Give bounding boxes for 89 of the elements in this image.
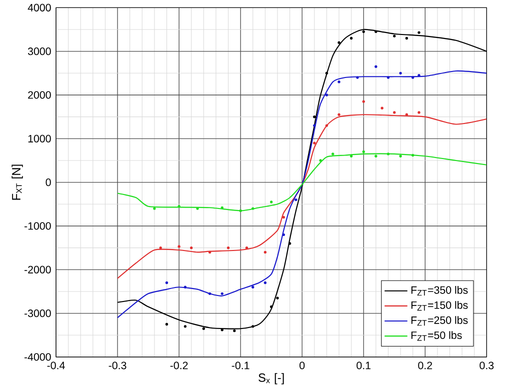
point bbox=[282, 233, 285, 236]
point bbox=[393, 34, 396, 38]
x-tick-label: 0.3 bbox=[480, 362, 494, 370]
point bbox=[220, 292, 224, 296]
point bbox=[184, 286, 187, 288]
point bbox=[178, 205, 180, 208]
y-tick-label: -2000 bbox=[24, 266, 51, 274]
point bbox=[362, 150, 365, 154]
point bbox=[178, 245, 180, 248]
point bbox=[184, 325, 187, 328]
point bbox=[264, 250, 267, 254]
point bbox=[220, 328, 224, 332]
point bbox=[313, 142, 316, 144]
point bbox=[208, 250, 212, 254]
point bbox=[356, 76, 359, 79]
point bbox=[153, 207, 156, 210]
legend-label: F$_{ZT}$=150 lbs bbox=[411, 301, 468, 311]
x-tick-label: -0.1 bbox=[232, 362, 250, 370]
point bbox=[165, 281, 168, 284]
point bbox=[374, 154, 378, 158]
x-tick-label: -0.2 bbox=[170, 362, 188, 370]
point bbox=[338, 113, 340, 116]
point bbox=[350, 36, 353, 40]
point bbox=[338, 80, 340, 84]
point bbox=[270, 200, 273, 204]
point bbox=[325, 94, 328, 96]
legend-label: F$_{ZT}$=50 lbs bbox=[411, 331, 462, 341]
x-tick-label: -0.4 bbox=[47, 362, 65, 370]
x-axis-title: S$_{x}$ [-] bbox=[258, 373, 284, 384]
point bbox=[362, 30, 365, 34]
point bbox=[411, 76, 414, 79]
point bbox=[386, 152, 390, 156]
point bbox=[165, 322, 168, 326]
point bbox=[393, 111, 396, 114]
point bbox=[245, 246, 248, 250]
point bbox=[374, 65, 378, 68]
point bbox=[202, 327, 205, 330]
x-tick-label: 0.2 bbox=[418, 362, 432, 370]
x-tick-label: 0.1 bbox=[356, 362, 371, 370]
point bbox=[399, 154, 402, 158]
y-tick-label: -4000 bbox=[24, 353, 51, 361]
legend-label: F$_{ZT}$=250 lbs bbox=[411, 316, 468, 326]
point bbox=[386, 76, 390, 79]
point bbox=[332, 152, 334, 156]
y-tick-label: 3000 bbox=[28, 48, 51, 56]
point bbox=[159, 246, 162, 250]
point bbox=[325, 124, 328, 127]
point bbox=[252, 207, 254, 210]
point bbox=[399, 72, 402, 74]
point bbox=[418, 111, 420, 114]
point bbox=[319, 159, 322, 162]
y-tick-label: 0 bbox=[46, 178, 51, 186]
point bbox=[220, 206, 224, 209]
point bbox=[380, 106, 384, 110]
y-tick-label: 4000 bbox=[28, 4, 51, 12]
point bbox=[338, 41, 340, 44]
point bbox=[208, 292, 212, 296]
point bbox=[276, 296, 279, 300]
point bbox=[282, 216, 285, 219]
x-tick-label: -0.3 bbox=[108, 362, 126, 370]
y-tick-label: 2000 bbox=[28, 91, 51, 99]
point bbox=[190, 246, 193, 250]
x-tick-label: 0 bbox=[300, 362, 305, 370]
point bbox=[264, 281, 267, 284]
point bbox=[313, 124, 316, 127]
line-series bbox=[116, 114, 487, 279]
point bbox=[294, 198, 298, 202]
point bbox=[233, 329, 236, 332]
point bbox=[418, 31, 420, 34]
point bbox=[405, 113, 408, 116]
point bbox=[288, 242, 292, 245]
point bbox=[226, 246, 230, 250]
point bbox=[325, 72, 328, 74]
point bbox=[196, 207, 199, 210]
legend-label: F$_{ZT}$=350 lbs bbox=[411, 286, 468, 296]
point bbox=[313, 115, 316, 118]
point bbox=[270, 305, 273, 308]
point bbox=[252, 325, 254, 328]
point bbox=[252, 286, 254, 288]
y-axis-title: F$_{XT}$ [N] bbox=[12, 164, 23, 200]
y-tick-label: -3000 bbox=[24, 310, 51, 318]
point bbox=[362, 100, 365, 103]
point bbox=[411, 154, 414, 157]
point bbox=[405, 36, 408, 40]
point bbox=[374, 30, 378, 34]
y-tick-label: -1000 bbox=[24, 222, 51, 230]
y-tick-label: 1000 bbox=[28, 134, 51, 142]
point bbox=[350, 154, 353, 158]
point bbox=[239, 209, 242, 212]
